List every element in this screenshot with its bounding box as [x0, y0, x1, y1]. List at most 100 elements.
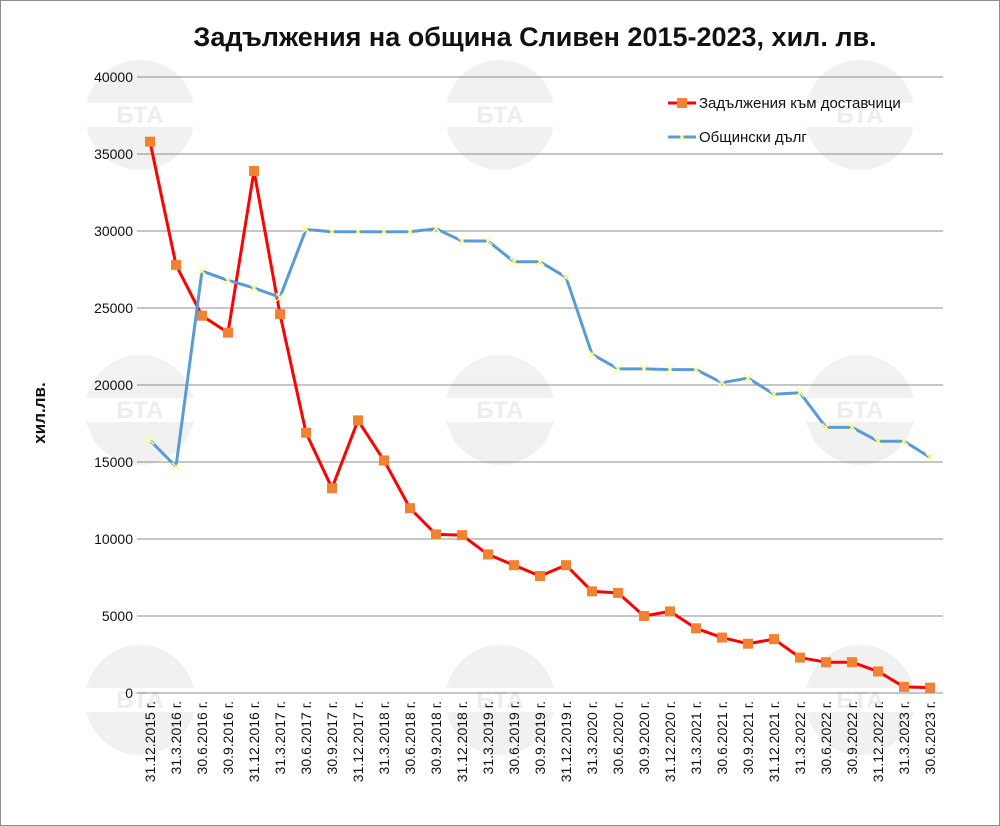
x-tick-label: 30.9.2022 г. [844, 701, 860, 774]
watermark-logo: БТА [798, 60, 922, 170]
legend-marker [677, 98, 687, 108]
x-tick-label: 31.12.2020 г. [662, 701, 678, 782]
legend: Задължения към доставчици Общински дълг [668, 95, 901, 146]
data-point [197, 266, 207, 276]
x-tick-label: 30.6.2021 г. [714, 701, 730, 774]
watermark-text: БТА [836, 397, 883, 424]
data-point [327, 483, 337, 494]
data-point [431, 224, 441, 234]
data-point [847, 422, 857, 432]
data-point [145, 136, 155, 147]
watermark-text: БТА [476, 687, 523, 714]
watermark-logo: БТА [78, 645, 202, 755]
legend-label: Задължения към доставчици [699, 95, 901, 112]
data-point [223, 275, 233, 285]
x-tick-label: 31.3.2022 г. [792, 701, 808, 774]
data-point [899, 436, 909, 446]
data-point [275, 309, 285, 320]
x-tick-label: 31.12.2015 г. [142, 701, 158, 782]
data-point [223, 327, 233, 338]
data-point [379, 227, 389, 237]
x-tick-label: 30.6.2022 г. [818, 701, 834, 774]
data-point [665, 606, 675, 617]
x-tick-label: 31.12.2017 г. [350, 701, 366, 782]
data-point [795, 388, 805, 398]
x-tick-label: 30.6.2023 г. [922, 701, 938, 774]
x-tick-label: 31.3.2018 г. [376, 701, 392, 774]
data-point [717, 632, 727, 643]
chart-title: Задължения на община Сливен 2015-2023, х… [193, 22, 877, 52]
data-point [561, 560, 571, 571]
data-point [613, 587, 623, 598]
data-point [457, 236, 467, 246]
x-tick-label: 30.6.2018 г. [402, 701, 418, 774]
x-tick-label: 31.3.2023 г. [896, 701, 912, 774]
data-point [639, 364, 649, 374]
x-tick-label: 31.12.2019 г. [558, 701, 574, 782]
watermark-text: БТА [836, 687, 883, 714]
x-tick-label: 30.6.2020 г. [610, 701, 626, 774]
x-tick-label: 30.9.2020 г. [636, 701, 652, 774]
data-point [639, 611, 649, 621]
x-tick-label: 30.9.2016 г. [220, 701, 236, 774]
data-point [405, 227, 415, 237]
data-point [795, 652, 805, 663]
watermark-layer: БТА БТА БТА БТА БТА БТА БТА БТА БТА [78, 60, 922, 755]
data-point [847, 657, 857, 668]
x-tick-label: 30.6.2017 г. [298, 701, 314, 774]
data-point [873, 436, 883, 446]
y-tick-label: 30000 [94, 223, 133, 239]
data-point [275, 292, 285, 302]
y-tick-label: 25000 [94, 300, 133, 316]
data-point [717, 378, 727, 388]
y-tick-label: 5000 [102, 608, 133, 624]
x-tick-label: 31.3.2020 г. [584, 701, 600, 774]
watermark-text: БТА [116, 102, 163, 129]
data-point [665, 365, 675, 375]
watermark-text: БТА [116, 687, 163, 714]
series-layer [145, 136, 935, 693]
watermark-logo: БТА [78, 60, 202, 170]
x-tick-label: 31.12.2018 г. [454, 701, 470, 782]
data-point [353, 415, 363, 426]
x-tick-label: 30.6.2016 г. [194, 701, 210, 774]
x-tick-label: 31.12.2022 г. [870, 701, 886, 782]
data-point [457, 530, 467, 541]
data-point [509, 560, 519, 571]
y-tick-label: 35000 [94, 146, 133, 162]
y-tick-label: 0 [125, 685, 133, 701]
data-point [925, 452, 935, 462]
x-tick-label: 30.9.2018 г. [428, 701, 444, 774]
data-point [353, 227, 363, 237]
data-point [587, 586, 597, 597]
data-point [249, 165, 259, 176]
x-tick-label: 31.3.2017 г. [272, 701, 288, 774]
y-tick-label: 40000 [94, 69, 133, 85]
data-point [613, 364, 623, 374]
legend-label: Общински дълг [699, 129, 807, 146]
data-point [899, 681, 909, 692]
series-suppliers [145, 136, 935, 693]
data-point [327, 227, 337, 237]
data-point [483, 549, 493, 560]
data-point [171, 259, 181, 270]
data-point [561, 272, 571, 282]
watermark-text: БТА [836, 102, 883, 129]
data-point [301, 427, 311, 438]
data-point [691, 623, 701, 634]
legend-marker [677, 132, 687, 142]
data-point [821, 657, 831, 668]
watermark-logo: БТА [438, 60, 562, 170]
y-tick-label: 10000 [94, 531, 133, 547]
data-point [145, 435, 155, 445]
data-point [405, 503, 415, 514]
data-point [509, 257, 519, 267]
data-point [249, 283, 259, 293]
data-point [431, 529, 441, 540]
x-tick-label: 31.12.2021 г. [766, 701, 782, 782]
x-tick-label: 30.9.2019 г. [532, 701, 548, 774]
data-point [535, 570, 545, 581]
data-point [769, 389, 779, 399]
x-tick-label: 31.3.2021 г. [688, 701, 704, 774]
watermark-logo: БТА [78, 355, 202, 465]
